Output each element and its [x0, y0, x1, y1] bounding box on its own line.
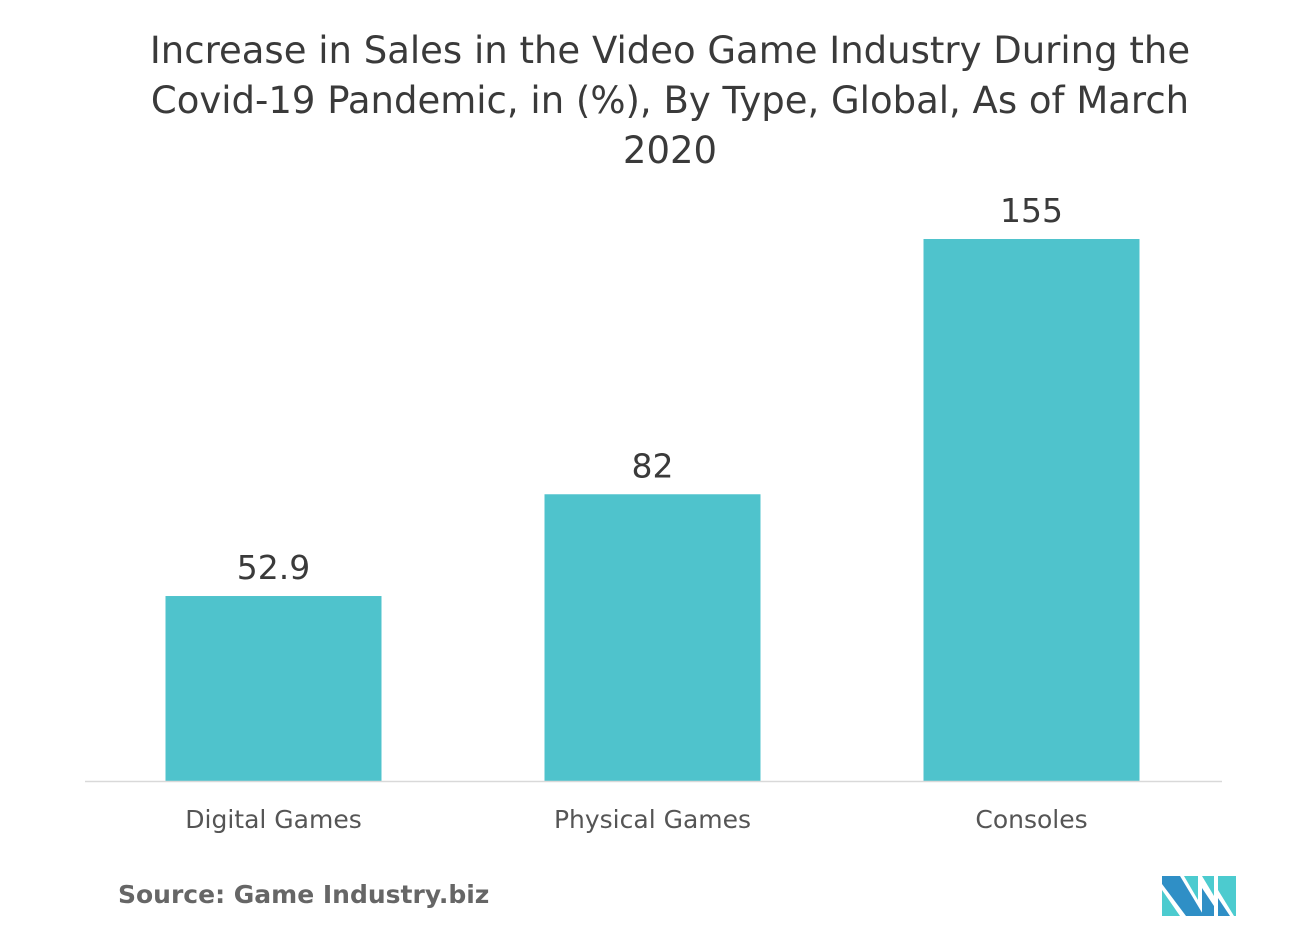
data-label: 52.9	[237, 548, 310, 587]
x-tick-label: Physical Games	[554, 805, 751, 834]
data-label: 82	[632, 446, 674, 485]
x-tick-label: Digital Games	[185, 805, 361, 834]
data-label: 155	[1000, 191, 1063, 230]
x-tick-label: Consoles	[975, 805, 1087, 834]
bar	[544, 494, 761, 781]
bar	[165, 596, 382, 781]
source-note: Source: Game Industry.biz	[118, 880, 490, 909]
bar	[923, 239, 1140, 781]
chart-title: Increase in Sales in the Video Game Indu…	[149, 29, 1191, 172]
logo-icon	[1162, 876, 1236, 916]
